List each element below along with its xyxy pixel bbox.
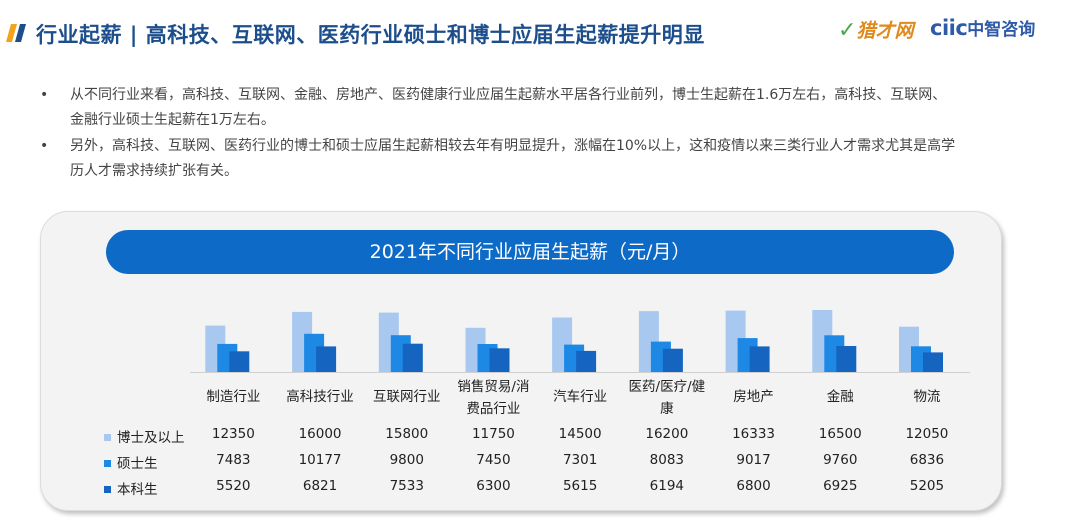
bar-bachelor [489,348,510,372]
category-label-line: 医药/医疗/健 [628,379,706,395]
table-cell-value: 7301 [562,452,598,468]
table-cell-value: 12050 [905,426,949,442]
category-label-line: 金融 [826,389,854,405]
table-cell-value: 16200 [645,426,689,442]
table-cell-value: 5205 [909,478,945,494]
category-label-line: 互联网行业 [373,389,441,405]
legend-label: 本科生 [117,482,158,498]
bar-bachelor [576,350,597,372]
legend-swatch-icon [104,459,111,467]
table-cell-value: 7483 [216,452,251,468]
bullet-dot-icon: • [40,138,49,154]
bullet-item: • 另外，高科技、互联网、医药行业的博士和硕士应届生起薪相较去年有明显提升，涨幅在… [40,134,960,183]
category-label: 销售贸易/消 费品行业 [450,376,536,420]
brand-logo-text: 猎才网 [856,20,914,42]
bullet-list: • 从不同行业来看，高科技、互联网、金融、房地产、医药健康行业应届生起薪水平居各行… [40,83,960,185]
table-cell-value: 5615 [562,478,598,494]
legend-item: 硕士生 [104,452,158,472]
category-label: 物流 [884,386,970,408]
partner-logo-latin: ciic [930,16,968,40]
category-label-line: 汽车行业 [553,389,608,405]
header: 行业起薪 | 高科技、互联网、医药行业硕士和博士应届生起薪提升明显 ✓猎才网 c… [0,0,1080,62]
table-cell-value: 7450 [476,452,511,468]
category-label: 金融 [797,386,883,408]
category-label: 房地产 [711,386,797,408]
category-label-line: 康 [660,401,674,417]
category-label: 制造行业 [190,386,276,408]
legend-swatch-icon [104,485,111,493]
bar-bachelor [923,352,943,372]
table-cell-value: 9800 [389,452,424,468]
brand-logo: ✓猎才网 [838,16,913,43]
table-cell-value: 9760 [823,452,858,468]
category-label-line: 高科技行业 [286,389,354,405]
table-cell-value: 6836 [909,452,945,468]
table-cell-value: 6800 [736,478,771,494]
swoosh-icon: ✓ [838,18,857,43]
category-label-line: 制造行业 [206,389,261,405]
category-label-line: 物流 [913,389,941,405]
category-label-line: 销售贸易/消 [457,379,530,395]
bullet-text: 另外，高科技、互联网、医药行业的博士和硕士应届生起薪相较去年有明显提升，涨幅在1… [70,138,956,179]
category-label-line: 房地产 [733,389,774,405]
bullet-dot-icon: • [40,87,49,103]
table-cell-value: 5520 [216,478,251,494]
partner-logo-cn: 中智咨询 [967,20,1036,40]
bullet-text: 从不同行业来看，高科技、互联网、金融、房地产、医药健康行业应届生起薪水平居各行业… [70,87,947,128]
category-label: 汽车行业 [537,386,623,408]
table-cell-value: 16000 [298,426,342,442]
category-label: 高科技行业 [277,386,363,408]
legend-item: 本科生 [104,478,158,498]
chart-title-banner: 2021年不同行业应届生起薪（元/月） [106,230,954,274]
bar-bachelor [662,348,683,372]
table-cell-value: 6194 [649,478,685,494]
bar-bachelor [836,346,857,372]
table-cell-value: 12350 [211,426,255,442]
title-accent-icon [6,24,26,42]
table-cell-value: 6300 [476,478,511,494]
bar-bachelor [229,351,250,372]
category-label: 医药/医疗/健康 [624,376,710,420]
category-label: 互联网行业 [364,386,450,408]
legend-label: 硕士生 [117,456,158,472]
bar-bachelor [402,343,423,372]
bar-bachelor [749,346,770,372]
table-cell-value: 16333 [732,426,776,442]
page-title: 行业起薪 | 高科技、互联网、医药行业硕士和博士应届生起薪提升明显 [36,23,705,47]
table-cell-value: 14500 [558,426,602,442]
table-cell-value: 6925 [823,478,858,494]
table-cell-value: 9017 [736,452,771,468]
bar-bachelor [316,346,337,372]
bullet-item: • 从不同行业来看，高科技、互联网、金融、房地产、医药健康行业应届生起薪水平居各行… [40,83,960,132]
table-cell-value: 15800 [385,426,429,442]
table-cell-value: 11750 [471,426,515,442]
legend-item: 博士及以上 [104,426,185,446]
legend-label: 博士及以上 [117,430,185,446]
table-cell-value: 6821 [302,478,338,494]
table-cell-value: 16500 [818,426,862,442]
partner-logo: ciic中智咨询 [930,15,1035,40]
table-cell-value: 7533 [389,478,424,494]
category-label-line: 费品行业 [466,401,521,417]
legend-swatch-icon [104,433,111,441]
table-cell-value: 8083 [649,452,685,468]
table-cell-value: 10177 [298,452,342,468]
